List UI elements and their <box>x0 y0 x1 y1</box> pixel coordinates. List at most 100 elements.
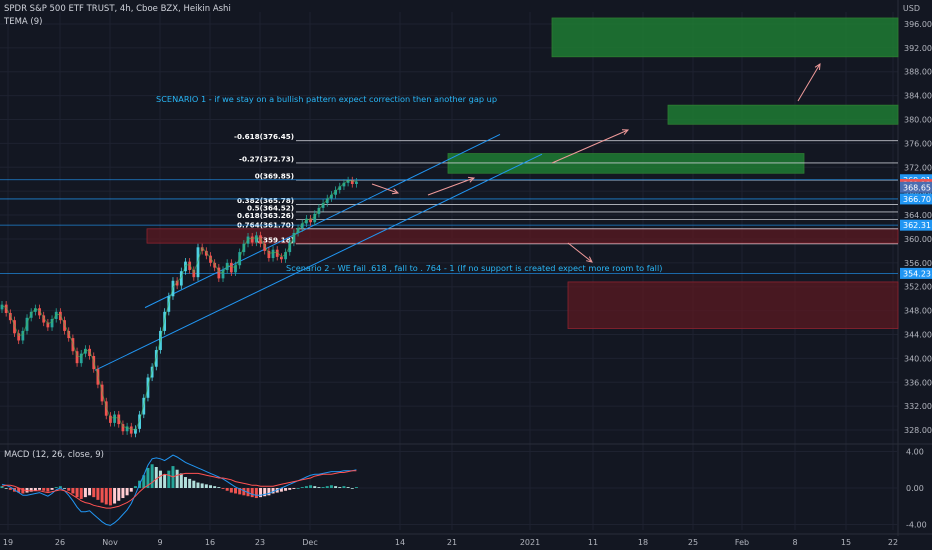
arrow-gap-up-3-head <box>814 63 821 71</box>
candle-body <box>238 252 242 266</box>
indicator-macd[interactable]: MACD (12, 26, close, 9) <box>4 450 104 460</box>
macd-histogram-bar <box>79 488 83 499</box>
macd-histogram-bar <box>317 487 321 488</box>
candle-body <box>75 351 79 364</box>
macd-histogram-bar <box>54 487 58 488</box>
trend-line-upper <box>144 133 501 309</box>
candle-body <box>342 182 346 187</box>
price-label: 368.65 <box>903 183 931 192</box>
time-tick-label: 9 <box>157 538 162 547</box>
price-tick-label: 348.00 <box>904 307 932 316</box>
candle-body <box>267 250 271 259</box>
arrow-correction-head <box>391 188 400 195</box>
fib-label: 0.382(365.78) <box>237 196 294 205</box>
time-tick-label: 19 <box>3 538 13 547</box>
macd-histogram-bar <box>113 488 117 504</box>
candle-body <box>192 270 196 278</box>
indicator-tema[interactable]: TEMA (9) <box>4 17 43 27</box>
candle-body <box>121 424 125 432</box>
arrow-fall-head <box>586 256 593 263</box>
macd-histogram-bar <box>67 488 71 491</box>
price-label: 362.31 <box>903 221 931 230</box>
candle-body <box>0 304 4 310</box>
candle-body <box>263 243 267 251</box>
time-axis[interactable]: 19 26 Nov 9 16 23 Dec 14 21 2021 11 18 25 Feb 8 15 22 <box>3 538 898 547</box>
zones <box>146 17 899 329</box>
candle-body <box>209 255 212 263</box>
macd-histogram-bar <box>271 488 275 494</box>
time-tick-label: 8 <box>792 538 797 547</box>
signal-line <box>1 470 357 509</box>
macd-histogram-bar <box>50 488 54 490</box>
time-tick-label: 23 <box>255 538 265 547</box>
candle-body <box>225 262 229 270</box>
arrow-fall <box>567 242 593 263</box>
macd-histogram-bar <box>17 488 21 493</box>
candle-body <box>284 252 287 260</box>
candle-body <box>254 235 258 243</box>
macd-histogram-bar <box>88 488 92 496</box>
macd-tick-label: 0.00 <box>906 484 924 493</box>
arrow-gap-up-1 <box>427 177 475 196</box>
candle-body <box>259 235 262 244</box>
macd-histogram-bar <box>350 488 354 489</box>
price-label: 366.70 <box>903 195 931 204</box>
macd-histogram-bar <box>188 478 192 488</box>
macd-histogram-bar <box>238 488 242 495</box>
macd-histogram-bar <box>279 488 283 492</box>
candle-body <box>104 401 108 416</box>
macd-histogram-bar <box>46 488 50 492</box>
candle-body <box>305 218 308 224</box>
macd-histogram-bar <box>192 480 196 488</box>
candle-body <box>125 426 129 432</box>
candle-body <box>346 180 350 183</box>
candle-body <box>113 414 116 423</box>
macd-histogram-bar <box>117 488 121 501</box>
time-tick-label: 16 <box>205 538 215 547</box>
macd-histogram-bar <box>163 474 167 488</box>
red-zone <box>567 281 899 329</box>
macd-histogram-bar <box>108 488 112 506</box>
candle-body <box>246 236 250 244</box>
fib-label: 0.618(363.26) <box>237 211 294 220</box>
time-tick-label: 26 <box>55 538 65 547</box>
macd-histogram-bar <box>183 477 187 488</box>
candle-body <box>84 348 87 354</box>
arrow-gap-up-1-head <box>467 176 476 183</box>
candle-body <box>63 320 66 331</box>
arrow-gap-up-2 <box>551 129 629 164</box>
macd-histogram-bar <box>71 488 75 494</box>
candle-body <box>338 186 342 190</box>
candle-body <box>321 203 325 208</box>
time-tick-label: 21 <box>447 538 457 547</box>
time-tick-label: 25 <box>688 538 698 547</box>
candle-body <box>21 330 25 341</box>
scenario-1-text: SCENARIO 1 - if we stay on a bullish pat… <box>156 94 497 104</box>
macd-histogram-bar <box>133 486 137 488</box>
macd-histogram-bar <box>259 488 263 498</box>
symbol-title[interactable]: SPDR S&P 500 ETF TRUST, 4h, Cboe BZX, He… <box>4 4 231 14</box>
price-tick-label: 380.00 <box>904 116 932 125</box>
macd-histogram-bar <box>325 486 329 488</box>
candle-body <box>300 223 304 229</box>
green-zone <box>551 17 899 58</box>
macd-histogram-bar <box>292 488 296 489</box>
macd-histogram-bar <box>284 488 288 491</box>
fib-label: -0.618(376.45) <box>234 132 294 141</box>
price-tick-label: 376.00 <box>904 139 932 148</box>
trend-lines[interactable] <box>94 63 821 371</box>
price-axis[interactable]: 328.00 332.00 336.00 340.00 344.00 348.00 352.… <box>900 20 932 435</box>
candle-body <box>313 213 317 223</box>
candle-body <box>17 333 21 341</box>
candle-body <box>334 189 337 195</box>
fib-levels: -0.618(376.45) -0.27(372.73) 0(369.85) 0.38… <box>0 132 898 274</box>
price-tick-label: 328.00 <box>904 426 932 435</box>
macd-histogram-bar <box>150 464 154 488</box>
candle-body <box>204 250 208 256</box>
price-tick-label: 392.00 <box>904 44 932 53</box>
candle-body <box>50 318 54 328</box>
macd-histogram-bar <box>21 488 25 494</box>
candle-body <box>179 271 183 286</box>
green-zone <box>667 104 899 125</box>
